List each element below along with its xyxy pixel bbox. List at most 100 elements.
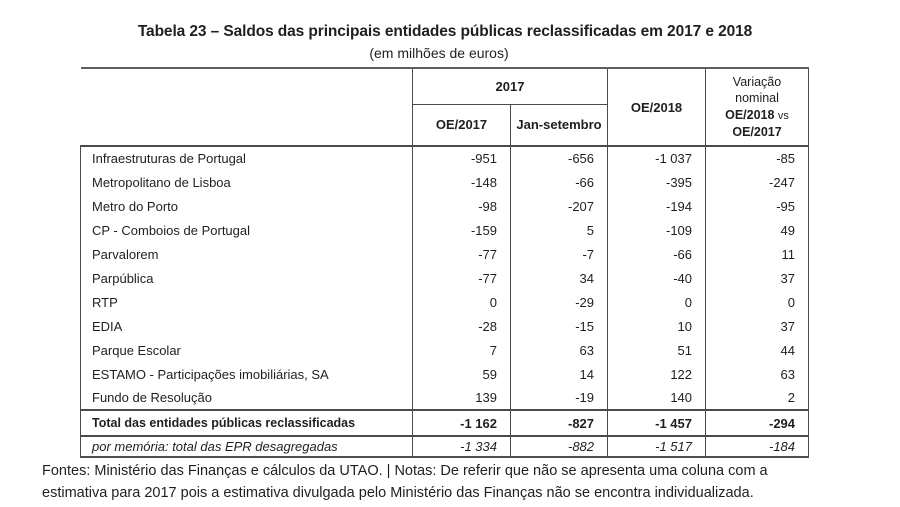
oe2017-value-cell: -28 xyxy=(412,314,511,338)
jan-setembro-column-header: Jan-setembro xyxy=(510,104,609,147)
jan-setembro-value-cell: 34 xyxy=(510,266,609,290)
oe2018-value-cell: -40 xyxy=(607,266,707,290)
jan-setembro-value-cell: -66 xyxy=(510,170,609,194)
total-row: Total das entidades públicas reclassific… xyxy=(80,409,810,437)
oe2017-value-cell: -77 xyxy=(412,266,511,290)
variacao-value-cell: 0 xyxy=(705,290,810,314)
variacao-value-cell: -95 xyxy=(705,194,810,218)
memo-label-cell: por memória: total das EPR desagregadas xyxy=(80,436,413,458)
oe2018-value-cell: -66 xyxy=(607,242,707,266)
oe2018-value-cell: 51 xyxy=(607,338,707,362)
oe2017-value-cell: 139 xyxy=(412,386,511,410)
variacao-value-cell: 49 xyxy=(705,218,810,242)
variacao-value-cell: 63 xyxy=(705,362,810,386)
table-row: Infraestruturas de Portugal -951 -656 -1… xyxy=(80,146,810,170)
variacao-header-line4: OE/2017 xyxy=(706,124,808,141)
table-row: Fundo de Resolução 139 -19 140 2 xyxy=(80,386,810,410)
entity-name-cell: EDIA xyxy=(80,314,413,338)
entity-name-cell: Metropolitano de Lisboa xyxy=(80,170,413,194)
total-label-cell: Total das entidades públicas reclassific… xyxy=(80,409,413,437)
total-variacao-cell: -294 xyxy=(705,409,810,437)
oe2017-value-cell: -159 xyxy=(412,218,511,242)
oe2017-value-cell: 0 xyxy=(412,290,511,314)
saldos-table: 2017 OE/2018 Variação nominal OE/2018 vs… xyxy=(80,67,810,458)
variacao-value-cell: 11 xyxy=(705,242,810,266)
oe2017-value-cell: -98 xyxy=(412,194,511,218)
variacao-value-cell: -247 xyxy=(705,170,810,194)
table-row: Metropolitano de Lisboa -148 -66 -395 -2… xyxy=(80,170,810,194)
table-title: Tabela 23 – Saldos das principais entida… xyxy=(137,23,753,40)
oe2018-value-cell: 0 xyxy=(607,290,707,314)
jan-setembro-value-cell: -15 xyxy=(510,314,609,338)
entity-name-cell: Fundo de Resolução xyxy=(80,386,413,410)
entity-name-cell: Parque Escolar xyxy=(80,338,413,362)
memo-oe2017-cell: -1 334 xyxy=(412,436,511,458)
header-sub-row: OE/2017 Jan-setembro xyxy=(81,104,809,147)
total-oe2018-cell: -1 457 xyxy=(607,409,707,437)
variacao-value-cell: 37 xyxy=(705,314,810,338)
memo-variacao-cell: -184 xyxy=(705,436,810,458)
entity-name-cell: Metro do Porto xyxy=(80,194,413,218)
table-row: Metro do Porto -98 -207 -194 -95 xyxy=(80,194,810,218)
oe2017-value-cell: 59 xyxy=(412,362,511,386)
footer-line2: estimativa para 2017 pois a estimativa d… xyxy=(42,484,754,501)
oe2018-value-cell: -109 xyxy=(607,218,707,242)
oe2018-value-cell: 10 xyxy=(607,314,707,338)
jan-setembro-value-cell: 5 xyxy=(510,218,609,242)
table-row: Parque Escolar 7 63 51 44 xyxy=(80,338,810,362)
year-2017-group-header: 2017 xyxy=(412,68,609,105)
memo-oe2018-cell: -1 517 xyxy=(607,436,707,458)
jan-setembro-value-cell: 14 xyxy=(510,362,609,386)
oe2017-value-cell: 7 xyxy=(412,338,511,362)
memo-row: por memória: total das EPR desagregadas … xyxy=(80,436,810,458)
total-oe2017-cell: -1 162 xyxy=(412,409,511,437)
jan-setembro-value-cell: -29 xyxy=(510,290,609,314)
sources-notes-footer: Fontes: Ministério das Finanças e cálcul… xyxy=(42,461,887,504)
entity-name-cell: Infraestruturas de Portugal xyxy=(80,146,413,170)
variacao-header-vs: vs xyxy=(777,109,789,122)
variacao-header-line2: nominal xyxy=(735,91,779,105)
table-header: 2017 OE/2018 Variação nominal OE/2018 vs… xyxy=(80,68,810,147)
memo-jan-setembro-cell: -882 xyxy=(510,436,609,458)
oe2018-value-cell: 122 xyxy=(607,362,707,386)
oe2018-value-cell: -395 xyxy=(607,170,707,194)
jan-setembro-value-cell: -19 xyxy=(510,386,609,410)
variacao-header-line1: Variação xyxy=(732,74,782,89)
entity-column-header-empty xyxy=(80,68,413,147)
footer-line1: Fontes: Ministério das Finanças e cálcul… xyxy=(42,463,768,479)
variacao-header-line3-bold: OE/2018 xyxy=(725,107,775,122)
oe2017-value-cell: -951 xyxy=(412,146,511,170)
oe2017-column-header: OE/2017 xyxy=(412,104,511,147)
entity-name-cell: RTP xyxy=(80,290,413,314)
table-row: CP - Comboios de Portugal -159 5 -109 49 xyxy=(80,218,810,242)
variacao-value-cell: 37 xyxy=(705,266,810,290)
entity-name-cell: ESTAMO - Participações imobiliárias, SA xyxy=(80,362,413,386)
variacao-header-line3: OE/2018 vs xyxy=(706,107,808,125)
jan-setembro-value-cell: -207 xyxy=(510,194,609,218)
oe2018-value-cell: -1 037 xyxy=(607,146,707,170)
oe2018-value-cell: -194 xyxy=(607,194,707,218)
entity-name-cell: CP - Comboios de Portugal xyxy=(80,218,413,242)
table-subtitle: (em milhões de euros) xyxy=(369,45,509,61)
variacao-nominal-column-header: Variação nominal OE/2018 vs OE/2017 xyxy=(705,68,810,147)
oe2017-value-cell: -77 xyxy=(412,242,511,266)
table-row: ESTAMO - Participações imobiliárias, SA … xyxy=(80,362,810,386)
oe2017-value-cell: -148 xyxy=(412,170,511,194)
variacao-header-line4-bold: OE/2017 xyxy=(732,125,782,139)
entity-name-cell: Parvalorem xyxy=(80,242,413,266)
oe2018-value-cell: 140 xyxy=(607,386,707,410)
table-row: Parpública -77 34 -40 37 xyxy=(80,266,810,290)
variacao-value-cell: 44 xyxy=(705,338,810,362)
table-row: Parvalorem -77 -7 -66 11 xyxy=(80,242,810,266)
jan-setembro-value-cell: -656 xyxy=(510,146,609,170)
table-body: Infraestruturas de Portugal -951 -656 -1… xyxy=(80,146,810,458)
jan-setembro-value-cell: 63 xyxy=(510,338,609,362)
total-jan-setembro-cell: -827 xyxy=(510,409,609,437)
table-row: RTP 0 -29 0 0 xyxy=(80,290,810,314)
variacao-value-cell: 2 xyxy=(705,386,810,410)
table-row: EDIA -28 -15 10 37 xyxy=(80,314,810,338)
variacao-value-cell: -85 xyxy=(705,146,810,170)
oe2018-column-header: OE/2018 xyxy=(607,68,707,147)
header-group-row: 2017 OE/2018 Variação nominal OE/2018 vs… xyxy=(80,68,810,147)
